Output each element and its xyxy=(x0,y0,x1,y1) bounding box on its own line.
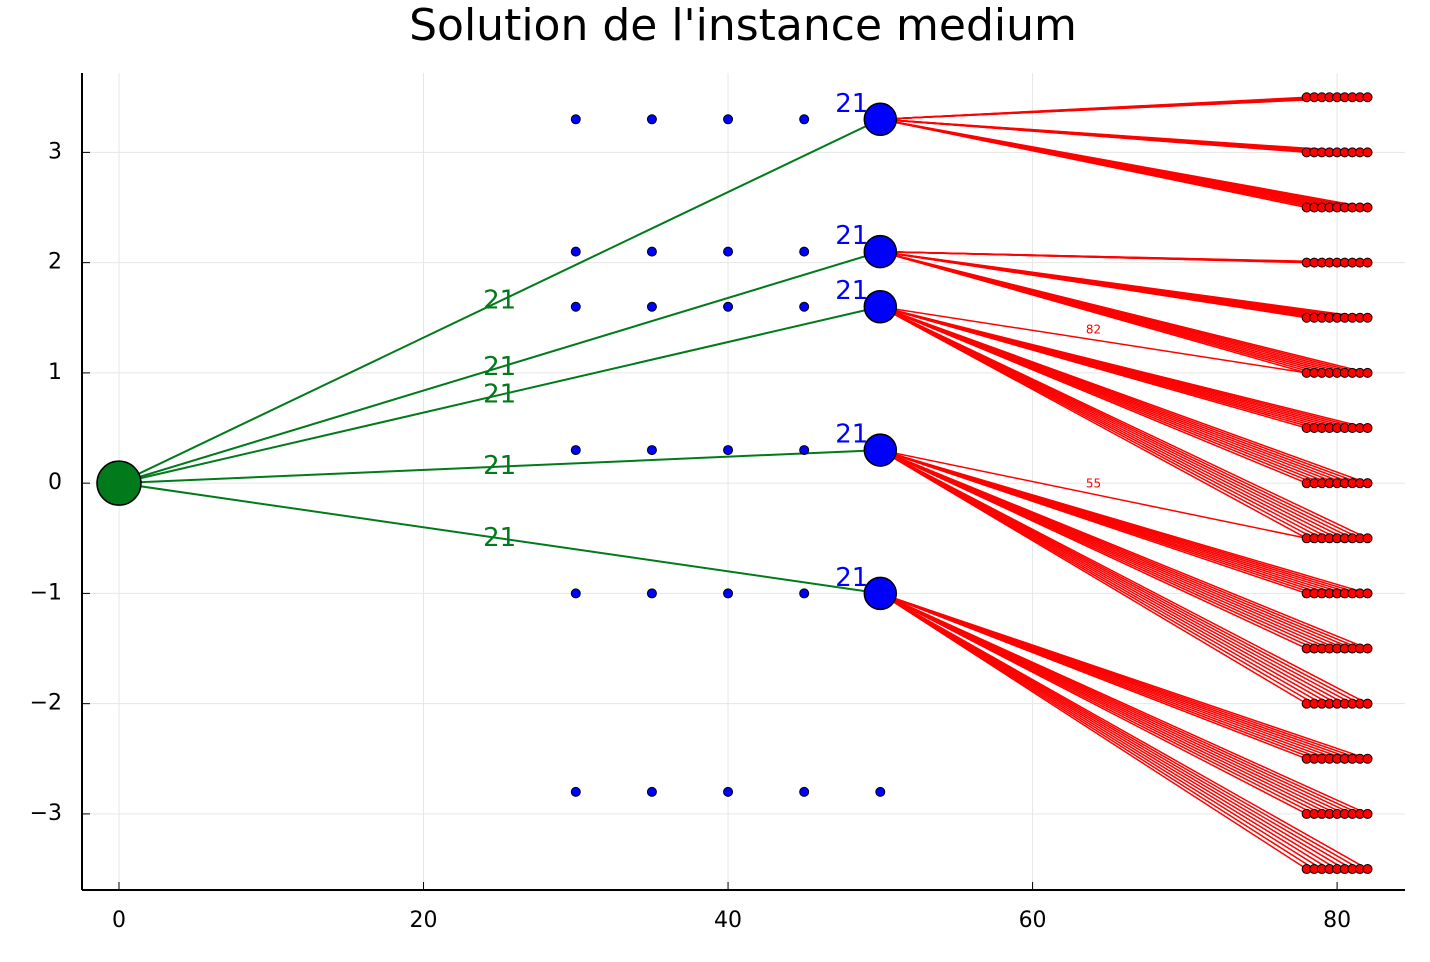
edge-label: 21 xyxy=(483,286,516,316)
hub xyxy=(863,102,898,137)
link xyxy=(879,306,1368,539)
site xyxy=(799,114,810,125)
x-tick-label: 0 xyxy=(112,908,126,933)
link xyxy=(880,306,1368,484)
hub xyxy=(863,576,898,611)
site xyxy=(570,246,581,257)
link xyxy=(880,118,1368,209)
y-tick-label: 1 xyxy=(48,360,62,385)
site xyxy=(875,786,886,797)
site xyxy=(723,588,734,599)
y-tick-label: 0 xyxy=(48,470,62,495)
depot-edge xyxy=(118,482,881,595)
y-tick-label: −3 xyxy=(30,801,62,826)
y-tick-label: 2 xyxy=(48,250,62,275)
edge-label: 21 xyxy=(483,379,516,409)
depot-edge xyxy=(118,118,881,485)
depot-edge xyxy=(118,305,881,485)
site xyxy=(570,114,581,125)
customer xyxy=(1362,698,1373,709)
customer xyxy=(1362,202,1373,213)
link xyxy=(880,306,1307,374)
hub-label: 21 xyxy=(835,89,868,119)
link xyxy=(880,449,1368,595)
site xyxy=(646,786,657,797)
site xyxy=(799,445,810,456)
link-label: 55 xyxy=(1086,477,1101,491)
site xyxy=(799,301,810,312)
y-tick-label: −2 xyxy=(30,691,62,716)
depot-edge xyxy=(118,250,881,485)
edge-label: 21 xyxy=(483,523,516,553)
hub xyxy=(863,433,898,467)
link xyxy=(880,250,1368,319)
depot xyxy=(96,460,142,506)
link xyxy=(880,306,1368,429)
depot-edge xyxy=(118,449,881,485)
x-tick-label: 80 xyxy=(1323,908,1351,933)
customer xyxy=(1362,367,1373,378)
customer xyxy=(1362,753,1373,764)
link xyxy=(880,96,1368,121)
customer xyxy=(1362,864,1373,875)
customer xyxy=(1362,478,1373,489)
link xyxy=(879,449,1368,705)
y-tick-label: 3 xyxy=(48,139,62,164)
customer xyxy=(1362,533,1373,544)
customer xyxy=(1362,147,1373,158)
link xyxy=(880,449,1307,540)
customer xyxy=(1362,423,1373,434)
site xyxy=(799,246,810,257)
site xyxy=(646,246,657,257)
customer xyxy=(1362,588,1373,599)
link xyxy=(880,592,1368,760)
link xyxy=(880,250,1368,374)
customer xyxy=(1362,643,1373,654)
site xyxy=(799,588,810,599)
hub xyxy=(863,234,898,269)
site xyxy=(723,114,734,125)
site xyxy=(646,588,657,599)
site xyxy=(723,301,734,312)
y-tick-label: −1 xyxy=(30,580,62,605)
link xyxy=(879,592,1368,870)
site xyxy=(646,114,657,125)
link xyxy=(879,592,1368,815)
edge-label: 21 xyxy=(483,451,516,481)
site xyxy=(646,445,657,456)
hub-label: 21 xyxy=(835,420,868,450)
customer xyxy=(1362,312,1373,323)
site xyxy=(570,445,581,456)
site xyxy=(723,786,734,797)
x-tick-label: 40 xyxy=(714,908,742,933)
customer xyxy=(1362,92,1373,103)
link xyxy=(880,449,1368,650)
chart-title: Solution de l'instance medium xyxy=(409,0,1077,51)
site xyxy=(570,588,581,599)
x-tick-label: 20 xyxy=(410,908,438,933)
site xyxy=(570,301,581,312)
site xyxy=(799,786,810,797)
link xyxy=(880,250,1368,264)
customer xyxy=(1362,808,1373,819)
link-label: 82 xyxy=(1086,322,1101,336)
site xyxy=(723,246,734,257)
hub xyxy=(863,289,898,324)
customer xyxy=(1362,257,1373,268)
link xyxy=(880,118,1368,154)
hub-label: 21 xyxy=(835,221,868,251)
hub-label: 21 xyxy=(835,276,868,306)
site xyxy=(723,445,734,456)
site xyxy=(570,786,581,797)
site xyxy=(646,301,657,312)
x-tick-label: 60 xyxy=(1019,908,1047,933)
hub-label: 21 xyxy=(835,563,868,593)
edge-label: 21 xyxy=(483,352,516,382)
